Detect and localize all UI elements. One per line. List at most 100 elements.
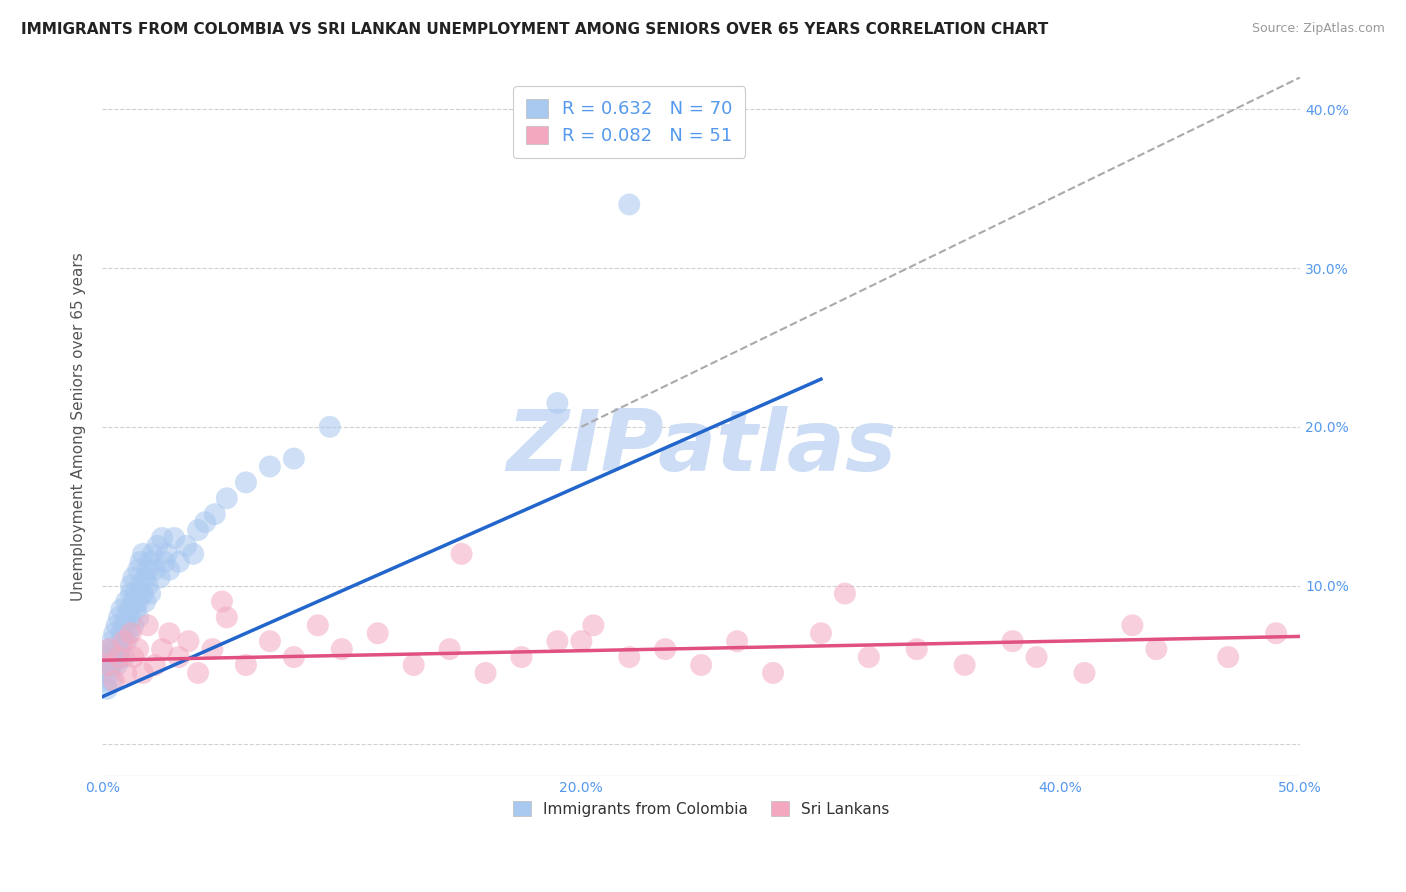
Point [546, 396, 568, 410]
Point [136, 579, 159, 593]
Point [157, 626, 180, 640]
Point [1073, 665, 1095, 680]
Point [1265, 626, 1288, 640]
Point [115, 634, 138, 648]
Point [96, 650, 118, 665]
Legend: Immigrants from Colombia, Sri Lankans: Immigrants from Colombia, Sri Lankans [505, 793, 897, 824]
Point [110, 602, 132, 616]
Point [319, 419, 342, 434]
Point [101, 634, 124, 648]
Point [810, 626, 832, 640]
Point [953, 658, 976, 673]
Point [103, 642, 125, 657]
Point [450, 547, 472, 561]
Point [110, 626, 132, 640]
Point [108, 650, 131, 665]
Point [115, 610, 138, 624]
Point [235, 475, 257, 490]
Point [174, 539, 197, 553]
Point [510, 650, 533, 665]
Point [187, 523, 209, 537]
Point [103, 673, 125, 688]
Point [156, 547, 179, 561]
Point [98, 642, 121, 657]
Point [108, 610, 131, 624]
Point [134, 594, 156, 608]
Point [619, 197, 641, 211]
Point [283, 451, 305, 466]
Point [905, 642, 928, 657]
Point [1144, 642, 1167, 657]
Point [108, 642, 131, 657]
Point [139, 586, 162, 600]
Point [194, 515, 217, 529]
Point [619, 650, 641, 665]
Point [153, 555, 176, 569]
Point [132, 547, 155, 561]
Point [105, 618, 128, 632]
Point [129, 555, 152, 569]
Point [115, 594, 138, 608]
Point [1218, 650, 1240, 665]
Point [115, 665, 138, 680]
Point [211, 594, 233, 608]
Point [141, 547, 163, 561]
Point [132, 665, 155, 680]
Point [103, 650, 125, 665]
Point [122, 594, 145, 608]
Point [96, 658, 118, 673]
Point [125, 586, 148, 600]
Point [569, 634, 592, 648]
Point [1025, 650, 1047, 665]
Point [120, 626, 142, 640]
Point [127, 642, 149, 657]
Point [120, 579, 142, 593]
Point [143, 563, 166, 577]
Point [136, 618, 159, 632]
Point [330, 642, 353, 657]
Point [101, 673, 124, 688]
Point [283, 650, 305, 665]
Point [235, 658, 257, 673]
Point [181, 547, 204, 561]
Point [187, 665, 209, 680]
Point [402, 658, 425, 673]
Point [120, 610, 142, 624]
Point [150, 642, 173, 657]
Point [98, 665, 121, 680]
Point [177, 634, 200, 648]
Point [101, 658, 124, 673]
Point [204, 507, 226, 521]
Point [690, 658, 713, 673]
Point [167, 650, 190, 665]
Point [122, 618, 145, 632]
Point [136, 563, 159, 577]
Point [146, 539, 169, 553]
Point [474, 665, 496, 680]
Point [122, 571, 145, 585]
Text: ZIPatlas: ZIPatlas [506, 406, 896, 490]
Point [112, 634, 135, 648]
Point [112, 618, 135, 632]
Point [1121, 618, 1143, 632]
Point [110, 634, 132, 648]
Point [367, 626, 389, 640]
Point [129, 579, 152, 593]
Point [108, 650, 131, 665]
Point [307, 618, 329, 632]
Point [134, 571, 156, 585]
Point [112, 650, 135, 665]
Point [150, 531, 173, 545]
Point [98, 642, 121, 657]
Point [127, 563, 149, 577]
Point [654, 642, 676, 657]
Point [582, 618, 605, 632]
Point [762, 665, 785, 680]
Point [143, 658, 166, 673]
Point [120, 586, 142, 600]
Point [139, 555, 162, 569]
Point [163, 531, 186, 545]
Point [157, 563, 180, 577]
Point [98, 658, 121, 673]
Point [117, 602, 139, 616]
